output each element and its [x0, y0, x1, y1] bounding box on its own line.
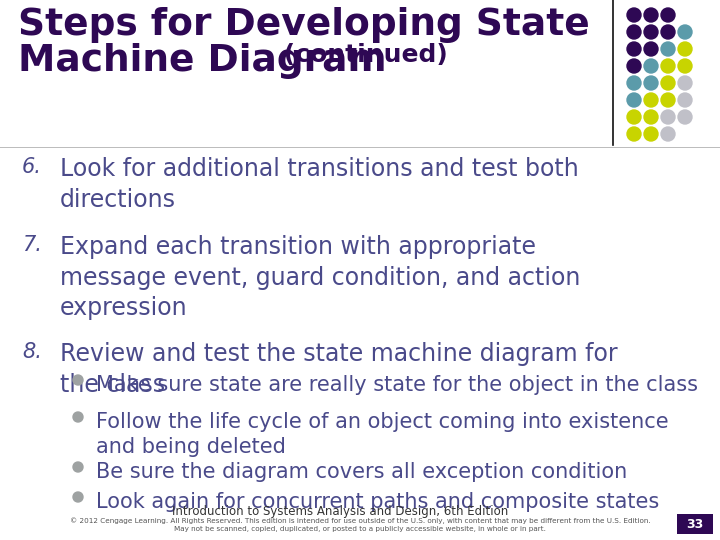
Circle shape [678, 76, 692, 90]
Text: 8.: 8. [22, 342, 42, 362]
Circle shape [627, 59, 641, 73]
Text: Steps for Developing State: Steps for Developing State [18, 7, 590, 43]
Circle shape [627, 76, 641, 90]
Text: Machine Diagram: Machine Diagram [18, 43, 387, 79]
Circle shape [627, 127, 641, 141]
Text: Review and test the state machine diagram for
the class: Review and test the state machine diagra… [60, 342, 618, 397]
Text: (continued): (continued) [275, 43, 448, 67]
Circle shape [73, 412, 83, 422]
Circle shape [678, 42, 692, 56]
Circle shape [661, 110, 675, 124]
Circle shape [678, 59, 692, 73]
Circle shape [661, 59, 675, 73]
Text: 6.: 6. [22, 157, 42, 177]
Circle shape [678, 110, 692, 124]
Text: Introduction to Systems Analysis and Design, 6th Edition: Introduction to Systems Analysis and Des… [172, 505, 508, 518]
Text: 7.: 7. [22, 235, 42, 255]
Circle shape [627, 42, 641, 56]
Text: Be sure the diagram covers all exception condition: Be sure the diagram covers all exception… [96, 462, 627, 482]
Text: Follow the life cycle of an object coming into existence
and being deleted: Follow the life cycle of an object comin… [96, 412, 669, 457]
Circle shape [627, 8, 641, 22]
Text: Make sure state are really state for the object in the class: Make sure state are really state for the… [96, 375, 698, 395]
Text: Expand each transition with appropriate
message event, guard condition, and acti: Expand each transition with appropriate … [60, 235, 580, 320]
Circle shape [644, 76, 658, 90]
Circle shape [644, 59, 658, 73]
Circle shape [627, 93, 641, 107]
Circle shape [678, 25, 692, 39]
Circle shape [678, 93, 692, 107]
Circle shape [644, 93, 658, 107]
Text: 33: 33 [686, 517, 703, 530]
Circle shape [644, 42, 658, 56]
Circle shape [73, 492, 83, 502]
Circle shape [644, 8, 658, 22]
Text: Look for additional transitions and test both
directions: Look for additional transitions and test… [60, 157, 579, 212]
Circle shape [661, 42, 675, 56]
Circle shape [644, 25, 658, 39]
Circle shape [661, 127, 675, 141]
Circle shape [644, 110, 658, 124]
Circle shape [661, 8, 675, 22]
Circle shape [661, 93, 675, 107]
Circle shape [644, 127, 658, 141]
Circle shape [627, 110, 641, 124]
Text: © 2012 Cengage Learning. All Rights Reserved. This edition is intended for use o: © 2012 Cengage Learning. All Rights Rese… [70, 518, 650, 532]
Circle shape [73, 462, 83, 472]
Circle shape [661, 25, 675, 39]
Text: Look again for concurrent paths and composite states: Look again for concurrent paths and comp… [96, 492, 660, 512]
Circle shape [661, 76, 675, 90]
Circle shape [627, 25, 641, 39]
FancyBboxPatch shape [677, 514, 713, 534]
Circle shape [73, 375, 83, 385]
